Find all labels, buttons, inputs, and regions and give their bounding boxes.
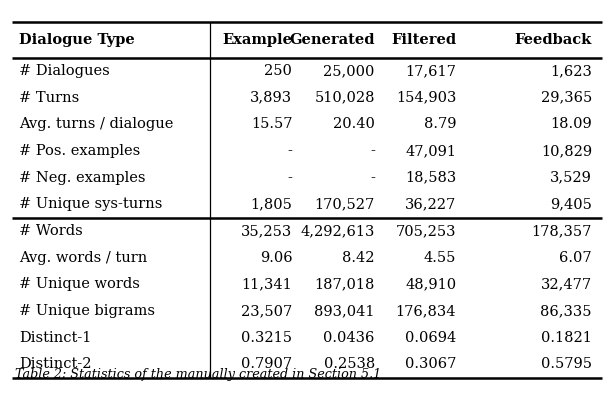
Text: 25,000: 25,000 xyxy=(323,64,375,78)
Text: 0.3067: 0.3067 xyxy=(405,357,456,371)
Text: 705,253: 705,253 xyxy=(396,224,456,238)
Text: # Unique sys-turns: # Unique sys-turns xyxy=(19,197,162,211)
Text: Feedback: Feedback xyxy=(514,33,592,47)
Text: 178,357: 178,357 xyxy=(531,224,592,238)
Text: # Words: # Words xyxy=(19,224,83,238)
Text: 20.40: 20.40 xyxy=(333,117,375,131)
Text: Distinct-2: Distinct-2 xyxy=(19,357,92,371)
Text: 0.1821: 0.1821 xyxy=(541,330,592,344)
Text: 0.0694: 0.0694 xyxy=(405,330,456,344)
Text: 0.0436: 0.0436 xyxy=(323,330,375,344)
Text: 29,365: 29,365 xyxy=(541,91,592,105)
Text: 23,507: 23,507 xyxy=(241,304,292,318)
Text: 15.57: 15.57 xyxy=(250,117,292,131)
Text: 510,028: 510,028 xyxy=(314,91,375,105)
Text: -: - xyxy=(370,171,375,185)
Text: 9,405: 9,405 xyxy=(550,197,592,211)
Text: 3,893: 3,893 xyxy=(250,91,292,105)
Text: Dialogue Type: Dialogue Type xyxy=(19,33,135,47)
Text: 9.06: 9.06 xyxy=(260,251,292,265)
Text: 187,018: 187,018 xyxy=(314,277,375,291)
Text: # Neg. examples: # Neg. examples xyxy=(19,171,146,185)
Text: 250: 250 xyxy=(264,64,292,78)
Text: -: - xyxy=(370,144,375,158)
Text: Example: Example xyxy=(223,33,292,47)
Text: 18,583: 18,583 xyxy=(405,171,456,185)
Text: -: - xyxy=(288,144,292,158)
Text: 0.5795: 0.5795 xyxy=(541,357,592,371)
Text: 1,805: 1,805 xyxy=(250,197,292,211)
Text: 0.2538: 0.2538 xyxy=(323,357,375,371)
Text: 10,829: 10,829 xyxy=(541,144,592,158)
Text: 6.07: 6.07 xyxy=(559,251,592,265)
Text: Generated: Generated xyxy=(289,33,375,47)
Text: 0.3215: 0.3215 xyxy=(241,330,292,344)
Text: 4.55: 4.55 xyxy=(424,251,456,265)
Text: 4,292,613: 4,292,613 xyxy=(300,224,375,238)
Text: 32,477: 32,477 xyxy=(541,277,592,291)
Text: 0.7907: 0.7907 xyxy=(241,357,292,371)
Text: 176,834: 176,834 xyxy=(396,304,456,318)
Text: 893,041: 893,041 xyxy=(314,304,375,318)
Text: 154,903: 154,903 xyxy=(396,91,456,105)
Text: 18.09: 18.09 xyxy=(550,117,592,131)
Text: 36,227: 36,227 xyxy=(405,197,456,211)
Text: 1,623: 1,623 xyxy=(550,64,592,78)
Text: 3,529: 3,529 xyxy=(550,171,592,185)
Text: 17,617: 17,617 xyxy=(406,64,456,78)
Text: 47,091: 47,091 xyxy=(406,144,456,158)
Text: Filtered: Filtered xyxy=(391,33,456,47)
Text: 86,335: 86,335 xyxy=(541,304,592,318)
Text: # Unique bigrams: # Unique bigrams xyxy=(19,304,155,318)
Text: # Dialogues: # Dialogues xyxy=(19,64,110,78)
Text: 8.79: 8.79 xyxy=(424,117,456,131)
Text: 48,910: 48,910 xyxy=(405,277,456,291)
Text: Distinct-1: Distinct-1 xyxy=(19,330,92,344)
Text: -: - xyxy=(288,171,292,185)
Text: 8.42: 8.42 xyxy=(342,251,375,265)
Text: Table 2: Statistics of the manually created in Section 5.1: Table 2: Statistics of the manually crea… xyxy=(15,368,381,381)
Text: # Unique words: # Unique words xyxy=(19,277,140,291)
Text: # Pos. examples: # Pos. examples xyxy=(19,144,140,158)
Text: 35,253: 35,253 xyxy=(241,224,292,238)
Text: # Turns: # Turns xyxy=(19,91,80,105)
Text: Avg. words / turn: Avg. words / turn xyxy=(19,251,148,265)
Text: 170,527: 170,527 xyxy=(314,197,375,211)
Text: Avg. turns / dialogue: Avg. turns / dialogue xyxy=(19,117,174,131)
Text: 11,341: 11,341 xyxy=(241,277,292,291)
